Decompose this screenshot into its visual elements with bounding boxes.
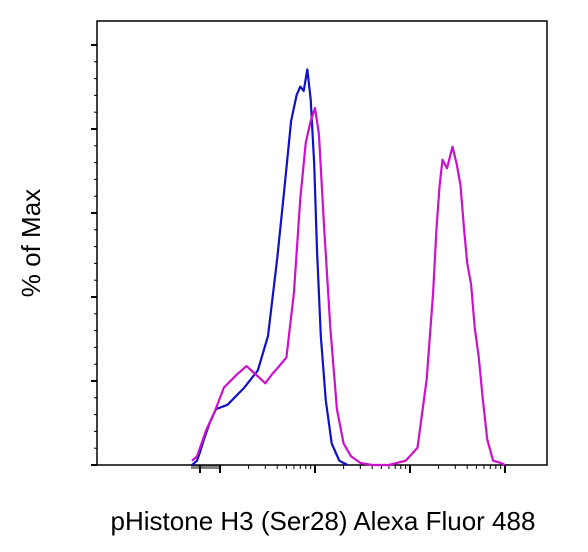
- series-line-1: [191, 68, 349, 466]
- series-line-2: [191, 106, 506, 467]
- x-axis-ticks: [191, 465, 506, 473]
- plot-frame: [96, 20, 548, 466]
- series-layer: [191, 68, 506, 467]
- y-axis-ticks: [91, 44, 97, 466]
- x-axis-title: pHistone H3 (Ser28) Alexa Fluor 488: [111, 506, 536, 536]
- y-axis-title: % of Max: [16, 189, 46, 297]
